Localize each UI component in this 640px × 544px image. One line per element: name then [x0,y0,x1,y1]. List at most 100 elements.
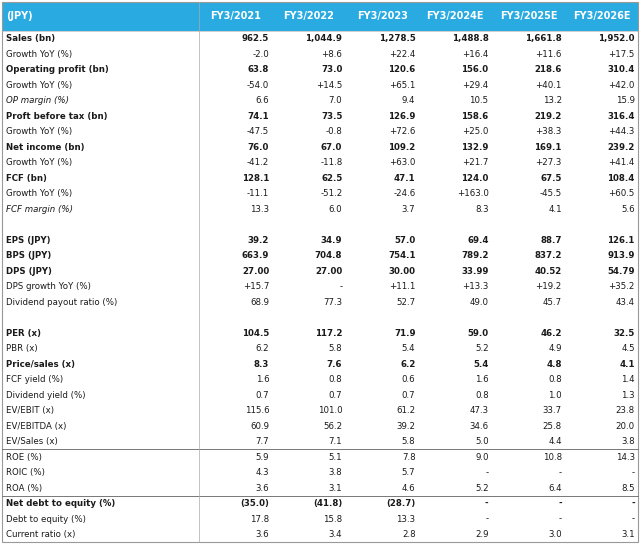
Text: FCF yield (%): FCF yield (%) [6,375,63,384]
Text: 73.0: 73.0 [321,65,342,74]
Text: -: - [485,499,488,508]
Text: 39.2: 39.2 [397,422,415,431]
Text: (28.7): (28.7) [387,499,415,508]
Text: 158.6: 158.6 [461,112,488,121]
Text: 49.0: 49.0 [470,298,488,307]
Text: 316.4: 316.4 [607,112,635,121]
Text: 61.2: 61.2 [396,406,415,415]
Text: FY3/2025E: FY3/2025E [500,11,557,21]
Text: 45.7: 45.7 [543,298,562,307]
Text: FY3/2026E: FY3/2026E [573,11,630,21]
Text: 128.1: 128.1 [242,174,269,183]
Text: Net income (bn): Net income (bn) [6,143,85,152]
Text: FCF margin (%): FCF margin (%) [6,205,74,214]
Text: 124.0: 124.0 [461,174,488,183]
Text: 14.3: 14.3 [616,453,635,462]
Text: 4.4: 4.4 [548,437,562,446]
Text: 43.4: 43.4 [616,298,635,307]
Text: 52.7: 52.7 [396,298,415,307]
Text: (41.8): (41.8) [313,499,342,508]
Text: 218.6: 218.6 [534,65,562,74]
Text: -2.0: -2.0 [253,50,269,59]
Text: 1.0: 1.0 [548,391,562,400]
Text: 109.2: 109.2 [388,143,415,152]
Text: 0.6: 0.6 [402,375,415,384]
Text: 77.3: 77.3 [323,298,342,307]
Text: -11.1: -11.1 [247,189,269,198]
Text: 5.2: 5.2 [475,344,488,353]
Text: 63.8: 63.8 [248,65,269,74]
Text: 1,278.5: 1,278.5 [379,34,415,43]
Text: 3.4: 3.4 [329,530,342,539]
Text: -45.5: -45.5 [540,189,562,198]
Text: 1,488.8: 1,488.8 [452,34,488,43]
Text: 67.5: 67.5 [540,174,562,183]
Text: 754.1: 754.1 [388,251,415,260]
Text: 13.3: 13.3 [250,205,269,214]
Text: PBR (x): PBR (x) [6,344,38,353]
Text: 46.2: 46.2 [540,329,562,338]
Text: 62.5: 62.5 [321,174,342,183]
Text: FY3/2021: FY3/2021 [211,11,261,21]
Text: 837.2: 837.2 [534,251,562,260]
Text: -54.0: -54.0 [247,81,269,90]
Text: Growth YoY (%): Growth YoY (%) [6,50,72,59]
Text: 1,044.9: 1,044.9 [305,34,342,43]
Text: 7.8: 7.8 [402,453,415,462]
Text: 101.0: 101.0 [317,406,342,415]
Text: PER (x): PER (x) [6,329,42,338]
Text: +25.0: +25.0 [462,127,488,136]
Text: 47.3: 47.3 [470,406,488,415]
Text: 73.5: 73.5 [321,112,342,121]
Text: 3.8: 3.8 [621,437,635,446]
Text: 219.2: 219.2 [534,112,562,121]
Text: +65.1: +65.1 [389,81,415,90]
Text: 1.6: 1.6 [475,375,488,384]
Text: +27.3: +27.3 [536,158,562,167]
Text: ROE (%): ROE (%) [6,453,42,462]
Text: +42.0: +42.0 [609,81,635,90]
Text: 8.3: 8.3 [475,205,488,214]
Text: 20.0: 20.0 [616,422,635,431]
Text: DPS (JPY): DPS (JPY) [6,267,52,276]
Text: 88.7: 88.7 [540,236,562,245]
Text: EV/EBITDA (x): EV/EBITDA (x) [6,422,67,431]
Text: +11.1: +11.1 [389,282,415,291]
Text: +8.6: +8.6 [321,50,342,59]
Text: 9.4: 9.4 [402,96,415,105]
Text: 663.9: 663.9 [242,251,269,260]
Text: -: - [632,515,635,524]
Text: FY3/2022: FY3/2022 [284,11,335,21]
Text: 3.6: 3.6 [255,530,269,539]
Text: 6.4: 6.4 [548,484,562,493]
Text: 5.2: 5.2 [475,484,488,493]
Text: 5.6: 5.6 [621,205,635,214]
Text: 7.1: 7.1 [329,437,342,446]
Text: 68.9: 68.9 [250,298,269,307]
Text: (JPY): (JPY) [6,11,33,21]
Text: 5.9: 5.9 [256,453,269,462]
Text: Sales (bn): Sales (bn) [6,34,56,43]
Text: 0.8: 0.8 [329,375,342,384]
Text: 15.9: 15.9 [616,96,635,105]
Text: 1,661.8: 1,661.8 [525,34,562,43]
Text: FY3/2024E: FY3/2024E [426,11,484,21]
Text: 30.00: 30.00 [388,267,415,276]
Text: OP margin (%): OP margin (%) [6,96,69,105]
Text: +13.3: +13.3 [462,282,488,291]
Text: 15.8: 15.8 [323,515,342,524]
Text: 239.2: 239.2 [607,143,635,152]
Text: +16.4: +16.4 [462,50,488,59]
Text: 104.5: 104.5 [242,329,269,338]
Text: 59.0: 59.0 [467,329,488,338]
Text: BPS (JPY): BPS (JPY) [6,251,52,260]
Text: 3.1: 3.1 [621,530,635,539]
Text: +21.7: +21.7 [462,158,488,167]
Text: 3.8: 3.8 [329,468,342,477]
Text: -51.2: -51.2 [320,189,342,198]
Text: 0.8: 0.8 [475,391,488,400]
Text: 132.9: 132.9 [461,143,488,152]
Text: 13.3: 13.3 [396,515,415,524]
Text: -24.6: -24.6 [393,189,415,198]
Text: 5.4: 5.4 [402,344,415,353]
